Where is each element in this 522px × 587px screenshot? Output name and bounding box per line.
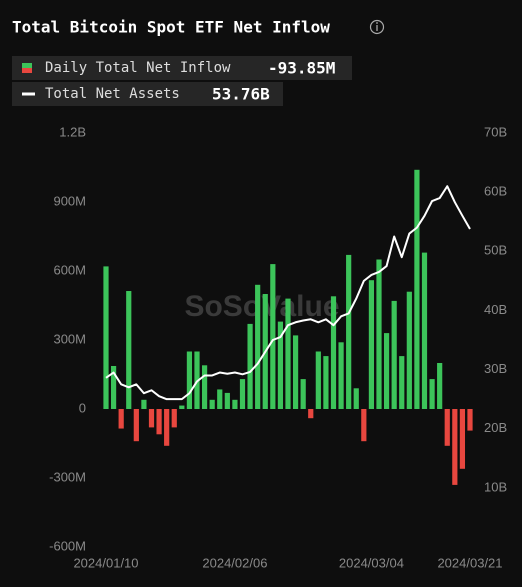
info-icon-dot bbox=[376, 22, 378, 24]
bar bbox=[437, 363, 443, 409]
bar bbox=[148, 409, 155, 428]
bar bbox=[414, 169, 420, 409]
legend-swatch bbox=[22, 68, 32, 73]
bar bbox=[429, 379, 435, 409]
bar bbox=[118, 409, 124, 429]
bar bbox=[459, 409, 466, 469]
legend-swatch bbox=[22, 63, 32, 68]
x-tick-label: 2024/03/04 bbox=[339, 555, 404, 570]
bar bbox=[277, 321, 284, 409]
y2-tick-label: 10B bbox=[484, 479, 507, 494]
bar bbox=[346, 254, 352, 409]
bar bbox=[164, 409, 170, 446]
bar bbox=[399, 356, 405, 409]
bar bbox=[444, 409, 450, 446]
watermark: SoSoValue bbox=[184, 290, 339, 323]
bar bbox=[361, 409, 367, 442]
bar bbox=[110, 365, 117, 409]
y-tick-label: -600M bbox=[49, 538, 86, 553]
x-tick-label: 2024/02/06 bbox=[202, 555, 267, 570]
x-tick-label: 2024/01/10 bbox=[73, 555, 138, 570]
y-tick-label: -300M bbox=[49, 469, 86, 484]
y-tick-label: 600M bbox=[53, 262, 86, 277]
bar bbox=[300, 379, 306, 409]
y-tick-label: 0 bbox=[79, 400, 86, 415]
bar bbox=[232, 399, 238, 409]
y-tick-label: 1.2B bbox=[59, 124, 86, 139]
bar bbox=[171, 409, 177, 428]
bar bbox=[255, 284, 261, 409]
legend-row bbox=[12, 56, 352, 80]
bar bbox=[239, 379, 246, 409]
bar bbox=[376, 259, 382, 409]
bar bbox=[201, 365, 208, 409]
bar bbox=[292, 335, 299, 409]
y2-tick-label: 50B bbox=[484, 243, 507, 258]
bar bbox=[330, 296, 337, 409]
legend-value: -93.85M bbox=[268, 59, 335, 78]
legend-label: Total Net Assets bbox=[45, 86, 180, 102]
bar bbox=[126, 291, 132, 409]
bar bbox=[224, 392, 230, 409]
bar bbox=[156, 409, 162, 435]
bar bbox=[209, 399, 215, 409]
x-tick-label: 2024/03/21 bbox=[437, 555, 502, 570]
y2-tick-label: 60B bbox=[484, 184, 507, 199]
legend-row bbox=[12, 82, 283, 106]
bar bbox=[315, 351, 321, 409]
bar bbox=[141, 399, 147, 409]
bar bbox=[467, 409, 473, 431]
y-tick-label: 300M bbox=[53, 331, 86, 346]
bar bbox=[179, 405, 185, 409]
y2-tick-label: 40B bbox=[484, 302, 507, 317]
bar bbox=[186, 351, 193, 409]
bar bbox=[103, 266, 109, 409]
y2-tick-label: 70B bbox=[484, 124, 507, 139]
bar bbox=[368, 280, 375, 409]
bar bbox=[308, 409, 314, 419]
y-tick-label: 900M bbox=[53, 193, 86, 208]
bar bbox=[338, 342, 344, 409]
bar bbox=[270, 264, 276, 409]
chart-title: Total Bitcoin Spot ETF Net Inflow bbox=[12, 18, 330, 37]
legend-label: Daily Total Net Inflow bbox=[45, 60, 231, 76]
bar bbox=[247, 323, 253, 409]
bar bbox=[353, 388, 359, 409]
y2-tick-label: 20B bbox=[484, 420, 507, 435]
bar bbox=[421, 252, 428, 409]
info-icon[interactable] bbox=[369, 19, 385, 35]
bar bbox=[217, 389, 223, 409]
bar bbox=[391, 300, 397, 409]
bar bbox=[323, 356, 329, 409]
y2-tick-label: 30B bbox=[484, 361, 507, 376]
legend-value: 53.76B bbox=[212, 85, 270, 104]
bar bbox=[452, 409, 458, 485]
line bbox=[105, 185, 471, 401]
bar bbox=[406, 291, 412, 409]
bar bbox=[285, 298, 291, 409]
bar bbox=[383, 333, 390, 409]
bar bbox=[133, 409, 139, 442]
